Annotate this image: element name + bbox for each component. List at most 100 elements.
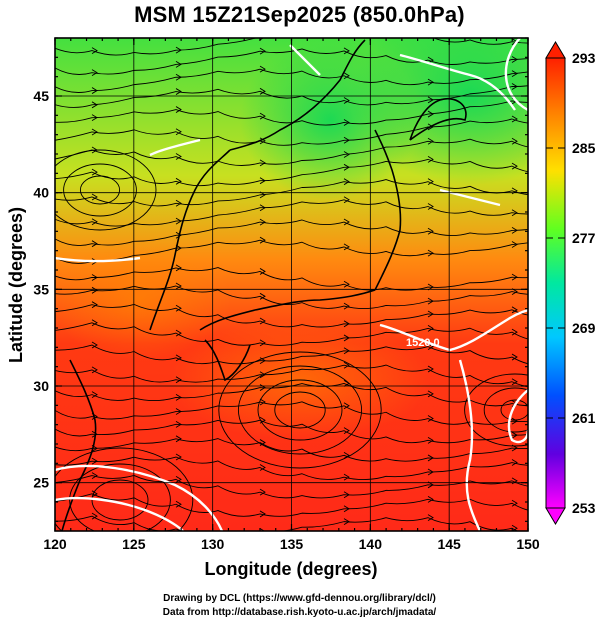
streamline-arrow	[91, 457, 98, 465]
lat-lon-grid	[55, 38, 528, 531]
x-tick-label: 125	[122, 536, 146, 552]
y-tick-label: 35	[33, 281, 49, 297]
streamline-arrow	[511, 417, 518, 425]
circulation-ring	[257, 379, 343, 441]
streamline-arrow	[91, 512, 98, 520]
streamline-arrow	[343, 72, 350, 80]
colorbar-top-arrow	[545, 41, 566, 59]
streamline-arrow	[259, 112, 266, 120]
streamline-arrow	[511, 431, 518, 439]
streamline-arrow	[175, 46, 182, 54]
streamline-arrow	[427, 325, 434, 332]
circulation-ring	[237, 365, 363, 455]
streamline-arrow	[91, 87, 98, 94]
streamline-arrow	[259, 177, 266, 185]
streamline-arrow	[175, 199, 182, 207]
streamline-arrow	[91, 319, 98, 327]
streamline-arrow	[175, 304, 182, 312]
streamline-arrow	[343, 163, 350, 171]
streamline-arrow	[91, 218, 98, 226]
streamline-arrow	[511, 56, 518, 63]
streamline-arrow	[343, 334, 350, 342]
colorbar-bottom-arrow	[545, 507, 566, 525]
streamline-arrow	[511, 83, 518, 90]
streamline-arrow	[91, 128, 98, 136]
streamline-arrow	[91, 168, 98, 176]
streamline-arrow	[91, 366, 98, 374]
geopotential-contours	[55, 38, 528, 531]
streamline-arrow	[175, 435, 182, 443]
streamline-arrow	[259, 236, 266, 244]
streamline-arrow	[344, 26, 349, 32]
x-tick-label: 120	[43, 536, 67, 552]
coastlines	[61, 39, 467, 531]
colorbar-label: 277	[572, 230, 596, 246]
streamline-arrow	[427, 56, 434, 64]
y-tick-label: 25	[33, 475, 49, 491]
streamline-arrow	[175, 73, 182, 81]
credit-line-dcl: Drawing by DCL (https://www.gfd-dennou.o…	[163, 593, 436, 604]
streamline-arrow	[511, 459, 518, 466]
streamline-arrow	[343, 196, 350, 204]
streamline-arrow	[259, 464, 266, 471]
x-tick-label: 145	[437, 536, 461, 552]
circulation-ring	[218, 351, 382, 469]
streamline-arrow	[511, 227, 518, 234]
streamline-arrow	[343, 136, 350, 144]
streamline-arrow	[259, 47, 266, 55]
circulation-ring	[464, 373, 528, 447]
streamline-arrow	[427, 468, 434, 476]
streamline-arrow	[427, 297, 434, 305]
streamline-arrow	[175, 282, 182, 290]
streamline-arrow	[175, 128, 182, 136]
colorbar: 293 285 277 269 261 253	[545, 41, 596, 525]
streamline-arrow	[175, 394, 182, 401]
streamline-arrow	[175, 475, 182, 483]
y-tick-label: 45	[33, 88, 49, 104]
streamline-arrow	[343, 320, 350, 328]
streamline-arrow	[175, 106, 182, 113]
circulation-ring	[79, 175, 121, 205]
streamline-arrow	[511, 306, 518, 314]
streamline-arrow	[259, 65, 266, 73]
y-axis-label: Latitude (degrees)	[6, 207, 26, 363]
streamline-arrow	[259, 488, 266, 496]
streamline-arrow	[259, 339, 266, 347]
circulation-ring	[483, 387, 528, 433]
streamline-arrow	[175, 153, 182, 160]
streamline-arrow	[343, 473, 350, 481]
streamline-arrow	[343, 505, 350, 513]
streamline-arrow	[259, 292, 266, 300]
streamline-arrow	[175, 231, 182, 239]
streamline-arrow	[175, 217, 182, 225]
streamline-arrow	[175, 420, 182, 428]
circulation-ring	[55, 447, 194, 531]
streamline-arrow	[511, 353, 518, 361]
streamline-arrow	[427, 310, 434, 318]
streamline-arrow	[427, 249, 434, 257]
streamline-arrow	[427, 436, 434, 444]
streamline-arrow	[343, 427, 350, 435]
streamline-arrow	[175, 61, 182, 68]
streamline-arrow	[91, 69, 98, 77]
streamline-arrow	[427, 178, 434, 186]
streamline-arrow	[175, 500, 182, 508]
streamline-arrow	[175, 177, 182, 185]
streamline-arrow	[175, 329, 182, 337]
y-tick-label: 30	[33, 378, 49, 394]
streamline-arrow	[259, 87, 266, 95]
circulation-ring	[55, 149, 157, 231]
x-tick-label: 140	[359, 536, 383, 552]
streamline-arrow	[91, 114, 98, 122]
streamline-arrow	[427, 514, 434, 522]
streamline-arrow	[427, 110, 434, 118]
streamline-arrow	[511, 137, 518, 145]
streamline-arrow	[259, 371, 266, 379]
streamline-arrow	[427, 156, 434, 163]
streamline-arrow	[343, 178, 350, 186]
streamline-arrow	[511, 273, 518, 281]
streamline-arrow	[91, 101, 98, 109]
streamline-arrow	[427, 343, 434, 351]
streamline-arrow	[343, 302, 350, 310]
streamline-arrow	[343, 518, 350, 526]
